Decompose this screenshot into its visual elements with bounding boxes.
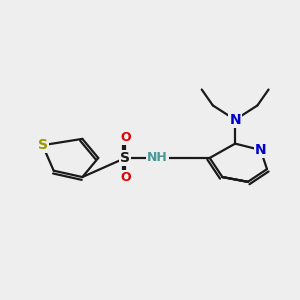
- Text: N: N: [255, 143, 266, 157]
- Text: S: S: [38, 138, 48, 152]
- Text: O: O: [120, 171, 130, 184]
- Text: S: S: [120, 151, 130, 165]
- Text: N: N: [229, 113, 241, 127]
- Text: O: O: [120, 131, 130, 144]
- Text: NH: NH: [147, 152, 167, 164]
